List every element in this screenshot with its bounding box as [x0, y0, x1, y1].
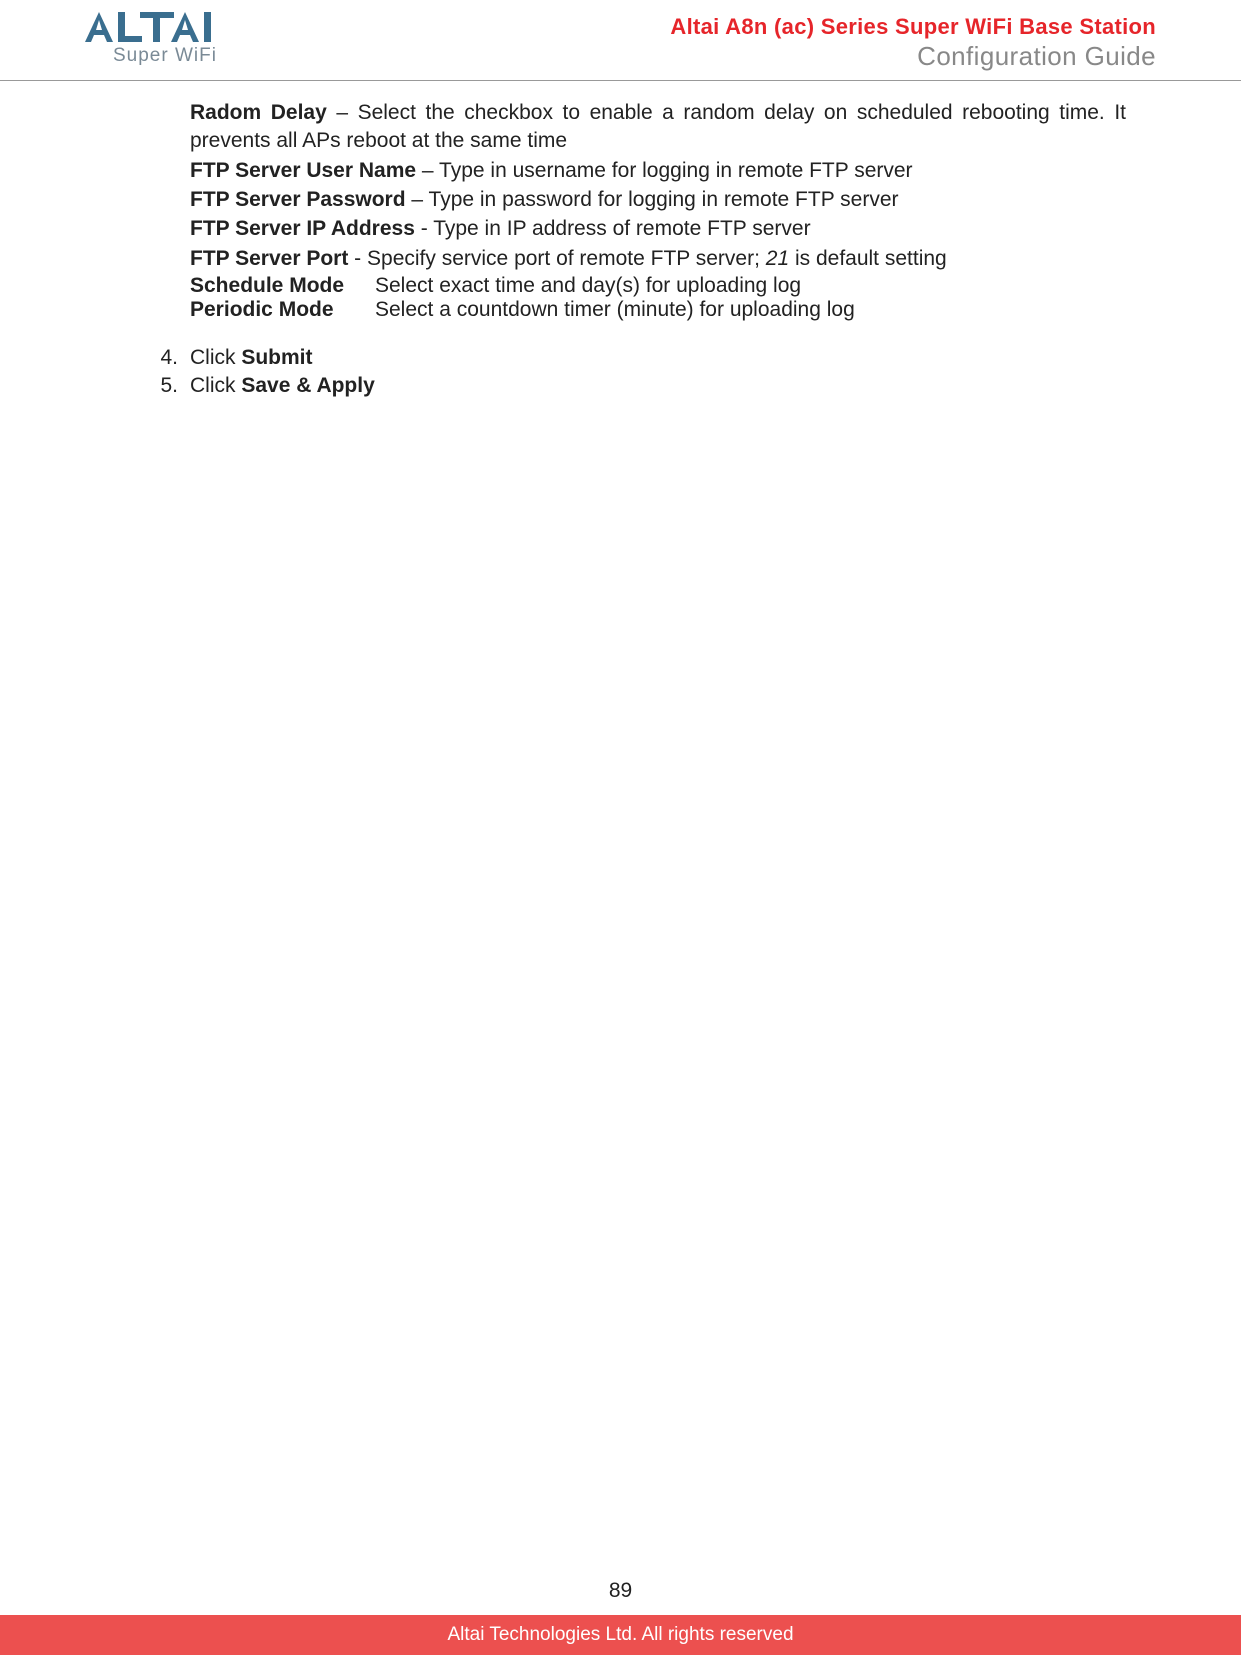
mode-label: Periodic Mode [190, 298, 375, 322]
def-ftp-ip: FTP Server IP Address - Type in IP addre… [190, 215, 1126, 243]
def-radom-delay: Radom Delay – Select the checkbox to ena… [190, 99, 1126, 156]
step-pre: Click [190, 346, 241, 369]
step-text: Click Save & Apply [190, 372, 375, 400]
term: FTP Server IP Address [190, 217, 415, 240]
logo-subtext: Super WiFi [113, 45, 217, 67]
def-ftp-password: FTP Server Password – Type in password f… [190, 186, 1126, 214]
sep: – [416, 159, 439, 182]
term: FTP Server Port [190, 247, 348, 270]
mode-desc: Select exact time and day(s) for uploadi… [375, 274, 801, 298]
definitions-block: Radom Delay – Select the checkbox to ena… [190, 99, 1126, 322]
footer-bar: Altai Technologies Ltd. All rights reser… [0, 1615, 1241, 1655]
step-number: 4. [143, 344, 190, 372]
term: FTP Server User Name [190, 159, 416, 182]
step-text: Click Submit [190, 344, 313, 372]
step-4: 4. Click Submit [143, 344, 1156, 372]
mode-table: Schedule Mode Select exact time and day(… [190, 274, 1126, 322]
header-titles: Altai A8n (ac) Series Super WiFi Base St… [670, 10, 1156, 72]
header-title-product: Altai A8n (ac) Series Super WiFi Base St… [670, 14, 1156, 40]
page-header: Super WiFi Altai A8n (ac) Series Super W… [0, 0, 1241, 81]
def-text: Type in IP address of remote FTP server [433, 217, 810, 240]
page-number: 89 [0, 1579, 1241, 1603]
sep: – [406, 188, 429, 211]
term: FTP Server Password [190, 188, 406, 211]
def-text: Type in password for logging in remote F… [429, 188, 899, 211]
mode-label: Schedule Mode [190, 274, 375, 298]
def-ftp-user: FTP Server User Name – Type in username … [190, 157, 1126, 185]
mode-row-periodic: Periodic Mode Select a countdown timer (… [190, 298, 1126, 322]
step-bold: Submit [241, 346, 312, 369]
def-italic: 21 [766, 247, 789, 270]
mode-row-schedule: Schedule Mode Select exact time and day(… [190, 274, 1126, 298]
step-5: 5. Click Save & Apply [143, 372, 1156, 400]
sep: - [415, 217, 433, 240]
mode-desc: Select a countdown timer (minute) for up… [375, 298, 855, 322]
sep: - [348, 247, 367, 270]
step-bold: Save & Apply [241, 374, 374, 397]
step-number: 5. [143, 372, 190, 400]
step-list: 4. Click Submit 5. Click Save & Apply [143, 344, 1156, 401]
def-text-pre: Specify service port of remote FTP serve… [367, 247, 766, 270]
step-pre: Click [190, 374, 241, 397]
altai-logo [85, 10, 265, 48]
def-ftp-port: FTP Server Port - Specify service port o… [190, 245, 1126, 273]
header-title-doc: Configuration Guide [670, 41, 1156, 72]
page-content: Radom Delay – Select the checkbox to ena… [0, 81, 1241, 401]
def-text: Type in username for logging in remote F… [439, 159, 913, 182]
term: Radom Delay [190, 101, 327, 124]
sep: – [327, 101, 358, 124]
def-text-post: is default setting [789, 247, 947, 270]
logo-block: Super WiFi [85, 10, 265, 67]
